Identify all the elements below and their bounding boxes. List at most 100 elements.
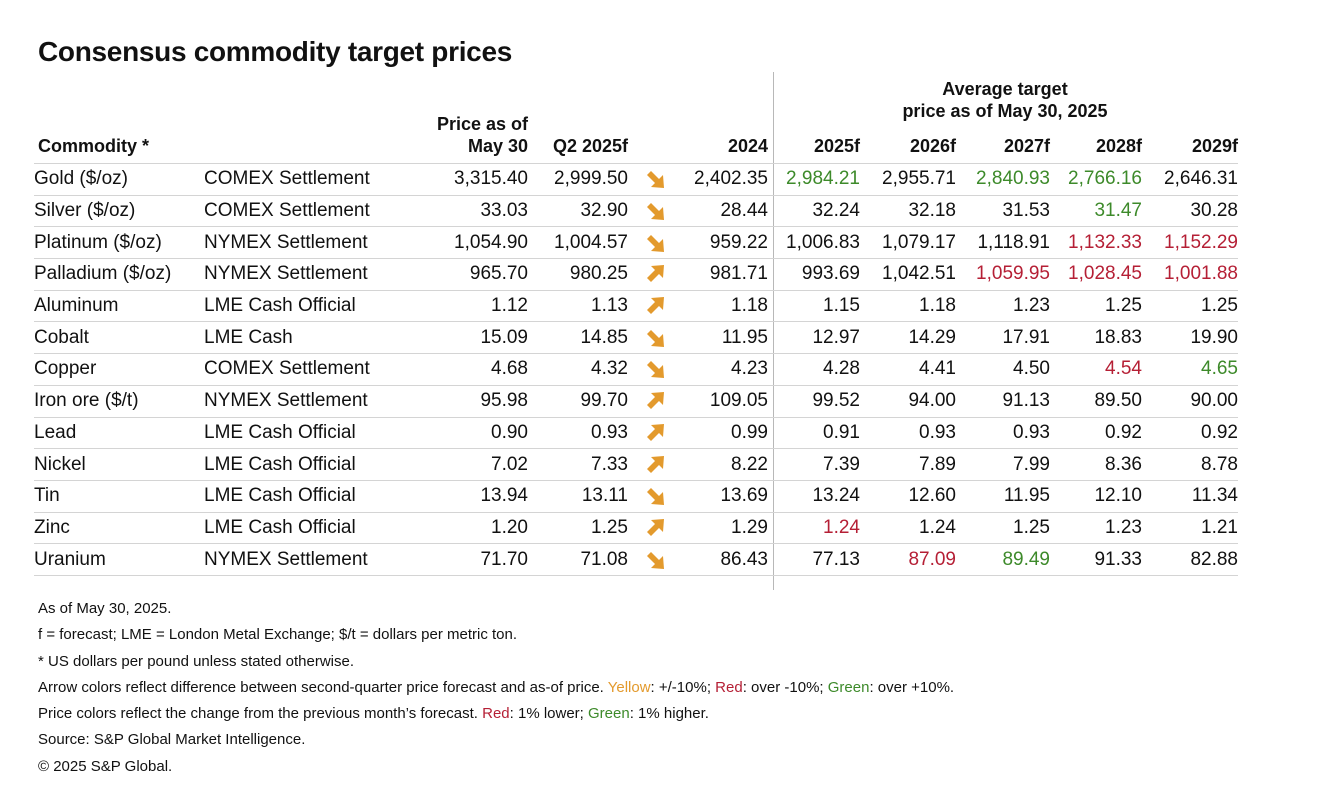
price-legend-green-desc: : 1% higher. xyxy=(629,705,709,723)
q2-forecast-cell: 4.32 xyxy=(528,353,628,386)
forecast-2028-cell: 1,028.45 xyxy=(1050,258,1142,291)
forecast-2026-cell: 2,955.71 xyxy=(860,163,956,196)
forecast-group-header: Average target price as of May 30, 2025 xyxy=(850,78,1160,122)
year-2024-cell: 1.18 xyxy=(682,289,768,322)
forecast-2025-cell: 7.39 xyxy=(768,448,860,481)
forecast-2029-cell: 90.00 xyxy=(1142,384,1238,417)
forecast-2027-cell: 1.23 xyxy=(956,289,1050,322)
table-row: Silver ($/oz) COMEX Settlement 33.03 32.90 2… xyxy=(34,194,1238,227)
header-2025f: 2025f xyxy=(813,136,860,156)
forecast-2029-cell: 2,646.31 xyxy=(1142,163,1238,196)
basis-cell: LME Cash Official xyxy=(204,448,400,481)
forecast-2027-cell: 91.13 xyxy=(956,384,1050,417)
forecast-2025-cell: 77.13 xyxy=(768,543,860,576)
forecast-2029-cell: 30.28 xyxy=(1142,194,1238,227)
year-2024-cell: 11.95 xyxy=(682,321,768,354)
commodity-cell: Gold ($/oz) xyxy=(34,163,204,196)
basis-cell: NYMEX Settlement xyxy=(204,258,400,291)
price-as-of-cell: 1.12 xyxy=(400,289,528,322)
arrow-down-right-icon xyxy=(647,551,664,569)
arrow-cell xyxy=(628,543,682,576)
forecast-2025-cell: 99.52 xyxy=(768,384,860,417)
forecast-2026-cell: 1,079.17 xyxy=(860,226,956,259)
forecast-2025-cell: 1.24 xyxy=(768,511,860,544)
header-2027f: 2027f xyxy=(1003,136,1050,156)
price-as-of-cell: 1,054.90 xyxy=(400,226,528,259)
header-price-line1: Price as of xyxy=(436,114,528,134)
forecast-2027-cell: 1,118.91 xyxy=(956,226,1050,259)
commodity-cell: Aluminum xyxy=(34,289,204,322)
forecast-2025-cell: 1.15 xyxy=(768,289,860,322)
forecast-2029-cell: 1.21 xyxy=(1142,511,1238,544)
forecast-2027-cell: 7.99 xyxy=(956,448,1050,481)
q2-forecast-cell: 980.25 xyxy=(528,258,628,291)
forecast-2025-cell: 0.91 xyxy=(768,416,860,449)
forecast-2026-cell: 7.89 xyxy=(860,448,956,481)
page-title: Consensus commodity target prices xyxy=(38,36,513,67)
basis-cell: COMEX Settlement xyxy=(204,353,400,386)
price-legend-green: Green xyxy=(588,705,630,723)
footnote-copyright: © 2025 S&P Global. xyxy=(38,757,173,775)
arrow-cell xyxy=(628,384,682,417)
header-price-line2: May 30 xyxy=(467,136,528,156)
forecast-2028-cell: 18.83 xyxy=(1050,321,1142,354)
footnote-arrow-legend: Arrow colors reflect difference between … xyxy=(38,675,954,701)
q2-forecast-cell: 1.13 xyxy=(528,289,628,322)
forecast-2029-cell: 1,001.88 xyxy=(1142,258,1238,291)
header-2028f: 2028f xyxy=(1095,136,1142,156)
arrow-cell xyxy=(628,448,682,481)
forecast-2029-cell: 19.90 xyxy=(1142,321,1238,354)
forecast-2027-cell: 17.91 xyxy=(956,321,1050,354)
q2-forecast-cell: 13.11 xyxy=(528,479,628,513)
forecast-2028-cell: 89.50 xyxy=(1050,384,1142,417)
basis-cell: LME Cash Official xyxy=(204,479,400,513)
forecast-2025-cell: 4.28 xyxy=(768,353,860,386)
basis-cell: LME Cash xyxy=(204,321,400,354)
table-row: Palladium ($/oz) NYMEX Settlement 965.70 98… xyxy=(34,258,1238,291)
arrow-cell xyxy=(628,321,682,354)
forecast-2026-cell: 0.93 xyxy=(860,416,956,449)
year-2024-cell: 1.29 xyxy=(682,511,768,544)
year-2024-cell: 8.22 xyxy=(682,448,768,481)
forecast-2028-cell: 0.92 xyxy=(1050,416,1142,449)
forecast-2026-cell: 12.60 xyxy=(860,479,956,513)
price-legend-red-desc: : 1% lower; xyxy=(509,705,589,723)
table-row: Cobalt LME Cash 15.09 14.85 11.95 12.97 14.29 1… xyxy=(34,321,1238,354)
forecast-2026-cell: 1.24 xyxy=(860,511,956,544)
footnote-units: * US dollars per pound unless stated oth… xyxy=(38,652,355,670)
arrow-cell xyxy=(628,226,682,259)
year-2024-cell: 86.43 xyxy=(682,543,768,576)
q2-forecast-cell: 14.85 xyxy=(528,321,628,354)
header-2024: 2024 xyxy=(727,136,768,156)
year-2024-cell: 981.71 xyxy=(682,258,768,291)
year-2024-cell: 109.05 xyxy=(682,384,768,417)
arrow-down-right-icon xyxy=(647,488,664,506)
arrow-legend-prefix: Arrow colors reflect difference between … xyxy=(38,678,608,696)
arrow-legend-yellow: Yellow xyxy=(607,678,651,696)
arrow-cell xyxy=(628,353,682,386)
footnotes: As of May 30, 2025. f = forecast; LME = … xyxy=(38,596,954,780)
price-as-of-cell: 15.09 xyxy=(400,321,528,354)
header-2029f: 2029f xyxy=(1191,136,1238,156)
forecast-2029-cell: 4.65 xyxy=(1142,353,1238,386)
arrow-legend-red: Red xyxy=(715,678,743,696)
forecast-2027-cell: 4.50 xyxy=(956,353,1050,386)
forecast-2026-cell: 4.41 xyxy=(860,353,956,386)
basis-cell: COMEX Settlement xyxy=(204,194,400,227)
arrow-cell xyxy=(628,416,682,449)
forecast-2029-cell: 82.88 xyxy=(1142,543,1238,576)
arrow-up-right-icon xyxy=(647,297,664,315)
forecast-2026-cell: 87.09 xyxy=(860,543,956,576)
arrow-legend-red-desc: : over -10%; xyxy=(742,678,828,696)
header-2026f: 2026f xyxy=(909,136,956,156)
year-2024-cell: 28.44 xyxy=(682,194,768,227)
q2-forecast-cell: 7.33 xyxy=(528,448,628,481)
header-commodity: Commodity * xyxy=(38,136,150,156)
price-legend-prefix: Price colors reflect the change from the… xyxy=(38,705,483,723)
arrow-legend-yellow-desc: : +/-10%; xyxy=(650,678,716,696)
arrow-cell xyxy=(628,258,682,291)
basis-cell: LME Cash Official xyxy=(204,511,400,544)
forecast-2026-cell: 32.18 xyxy=(860,194,956,227)
forecast-2029-cell: 0.92 xyxy=(1142,416,1238,449)
price-as-of-cell: 13.94 xyxy=(400,479,528,513)
